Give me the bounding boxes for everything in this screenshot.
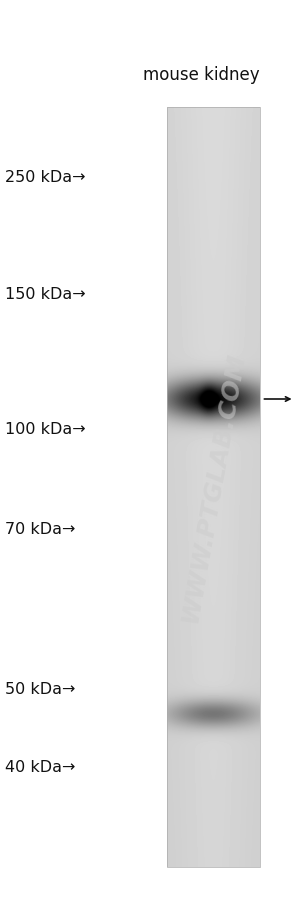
Text: mouse kidney: mouse kidney (143, 66, 260, 84)
Text: 250 kDa→: 250 kDa→ (5, 170, 85, 185)
Text: 150 kDa→: 150 kDa→ (5, 287, 85, 302)
Text: 70 kDa→: 70 kDa→ (5, 522, 75, 537)
Text: 40 kDa→: 40 kDa→ (5, 759, 75, 775)
Text: WWW.PTGLAB.COM: WWW.PTGLAB.COM (177, 350, 249, 624)
Bar (167, 108, 260, 867)
Text: 100 kDa→: 100 kDa→ (5, 422, 85, 437)
Text: 50 kDa→: 50 kDa→ (5, 682, 75, 696)
